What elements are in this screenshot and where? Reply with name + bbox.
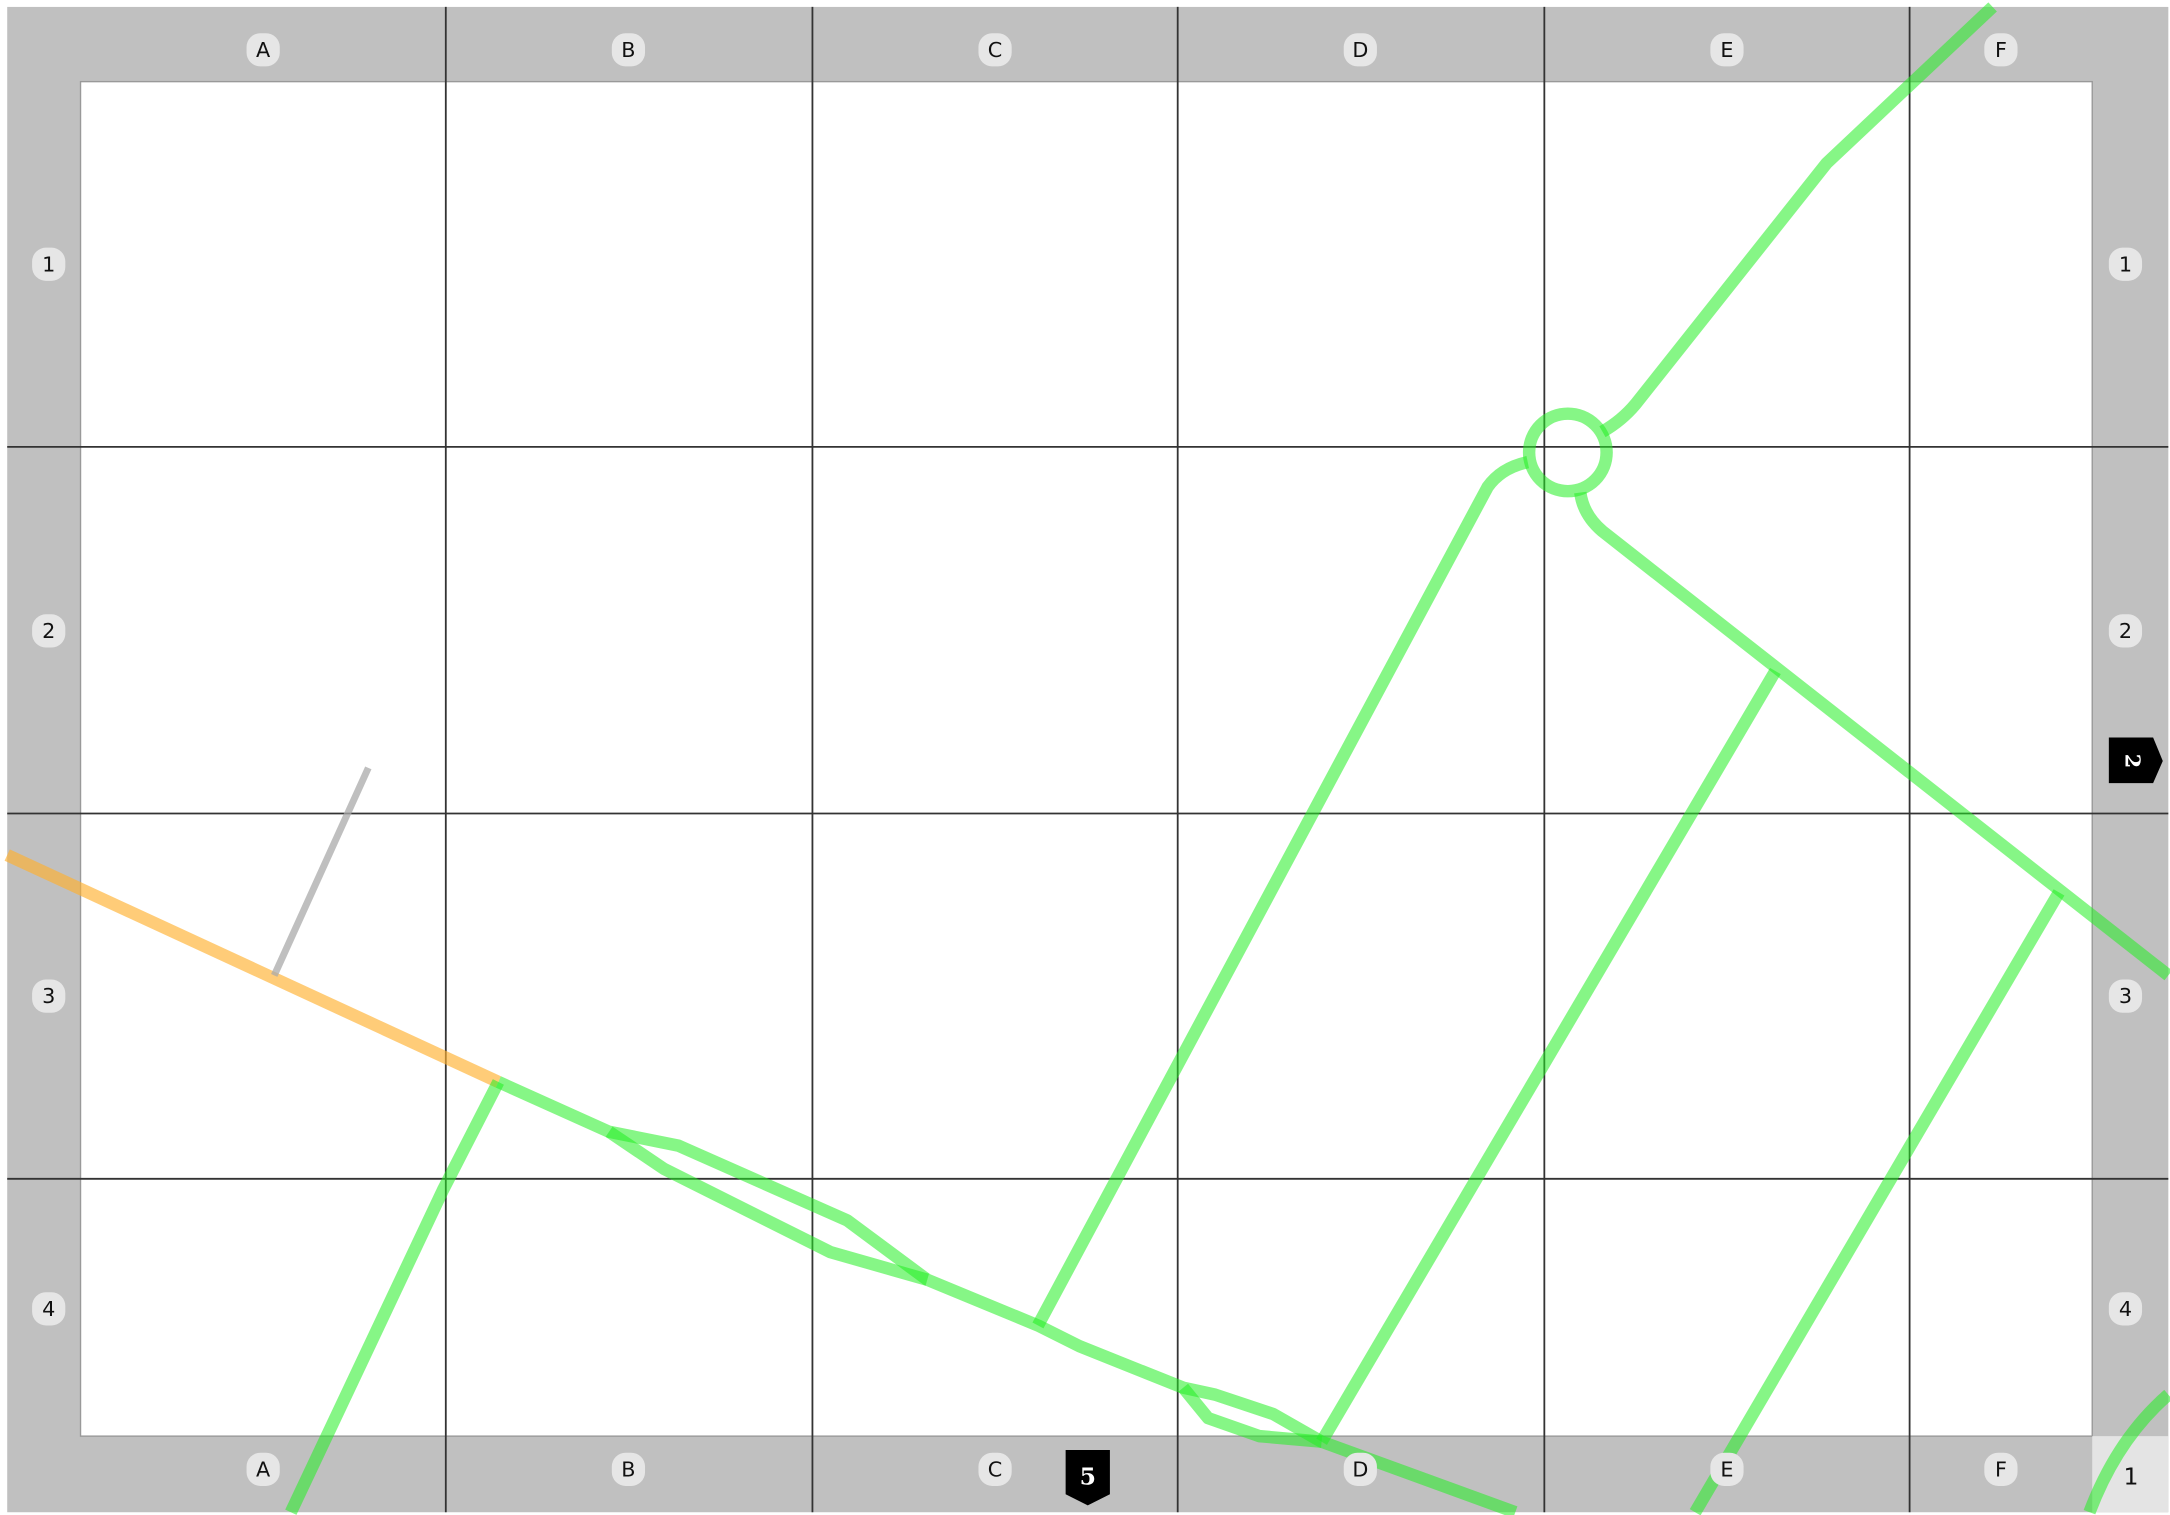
adjacent-page-number: 2 — [2120, 754, 2144, 768]
road — [1178, 1383, 1323, 1448]
road — [1574, 491, 2170, 981]
road — [1599, 2, 1997, 438]
road — [495, 1076, 1518, 1515]
minor-road — [271, 766, 372, 977]
label-background — [246, 33, 280, 67]
column-label: C — [988, 38, 1003, 62]
label-background — [1710, 33, 1744, 67]
label-background — [978, 33, 1012, 67]
label-background — [1984, 33, 2018, 67]
label-background — [611, 33, 646, 67]
label-background — [611, 1452, 646, 1486]
column-label: D — [1352, 38, 1368, 62]
row-label: 3 — [42, 984, 55, 1008]
row-label: 3 — [2119, 984, 2132, 1008]
major-road — [4, 849, 501, 1088]
label-background — [246, 1452, 280, 1486]
column-label: A — [256, 1457, 271, 1481]
label-background — [2108, 979, 2143, 1013]
column-label: B — [621, 38, 635, 62]
road — [285, 1079, 504, 1515]
label-background — [32, 247, 66, 281]
roundabout — [1522, 407, 1613, 498]
row-label: 1 — [42, 252, 55, 276]
label-background — [2108, 614, 2143, 648]
row-label: 4 — [42, 1297, 55, 1321]
column-label: E — [1720, 38, 1733, 62]
adjacent-page-number: 5 — [1080, 1462, 1096, 1490]
road — [605, 1126, 929, 1286]
column-label: B — [621, 1457, 635, 1481]
map-area — [79, 80, 2093, 1437]
row-label: 2 — [2119, 619, 2132, 643]
column-label: C — [988, 1457, 1003, 1481]
label-background — [1343, 1452, 1377, 1486]
label-background — [32, 1292, 66, 1326]
label-background — [978, 1452, 1012, 1486]
row-label: 4 — [2119, 1297, 2132, 1321]
column-label: D — [1352, 1457, 1368, 1481]
road — [1316, 667, 1781, 1445]
road — [1032, 456, 1530, 1329]
page-number: 1 — [2123, 1462, 2138, 1490]
roads — [4, 2, 2170, 1515]
column-label: A — [256, 38, 271, 62]
road — [2083, 1389, 2170, 1515]
row-label: 1 — [2119, 252, 2132, 276]
label-background — [32, 979, 66, 1013]
adjacent-page-marker — [2108, 737, 2163, 784]
label-background — [1710, 1452, 1744, 1486]
label-background — [1343, 33, 1377, 67]
column-label: F — [1995, 38, 2007, 62]
column-label: E — [1720, 1457, 1733, 1481]
adjacent-page-marker — [1065, 1449, 1110, 1506]
road — [1689, 889, 2065, 1515]
row-label: 2 — [42, 619, 55, 643]
label-background — [32, 614, 66, 648]
grid — [7, 6, 2169, 1513]
label-background — [2108, 1292, 2143, 1326]
column-label: F — [1995, 1457, 2007, 1481]
label-background — [1984, 1452, 2018, 1486]
label-background — [2108, 247, 2143, 281]
